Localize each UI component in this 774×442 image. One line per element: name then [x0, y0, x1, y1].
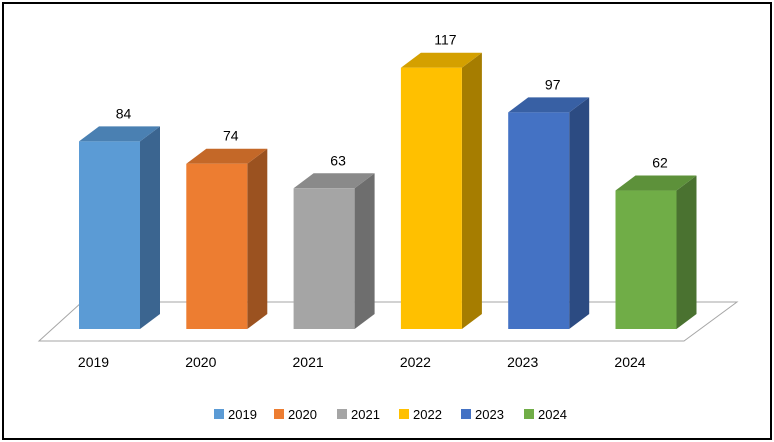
- data-label: 63: [330, 152, 346, 168]
- legend-swatch: [524, 409, 534, 419]
- legend-swatch: [337, 409, 347, 419]
- legend-item: 2024: [524, 407, 567, 422]
- x-tick-label: 2021: [293, 354, 324, 370]
- x-tick-label: 2020: [185, 354, 216, 370]
- bar-2023: [508, 97, 590, 329]
- legend-item: 2019: [214, 407, 257, 422]
- bar-side: [461, 52, 482, 329]
- legend-label: 2022: [413, 407, 442, 422]
- bar-top: [293, 173, 375, 189]
- legend-label: 2020: [288, 407, 317, 422]
- x-tick-label: 2023: [507, 354, 538, 370]
- legend-item: 2020: [274, 407, 317, 422]
- bar-2021: [293, 173, 375, 329]
- bar-2019: [79, 126, 160, 330]
- bar-2024: [615, 175, 697, 329]
- bar-side: [247, 148, 268, 329]
- bar-2022: [400, 52, 482, 329]
- legend-label: 2023: [475, 407, 504, 422]
- legend-label: 2021: [351, 407, 380, 422]
- bar-front: [400, 67, 462, 329]
- legend-swatch: [214, 409, 224, 419]
- bar-side: [354, 173, 375, 329]
- data-label: 97: [545, 76, 561, 92]
- bar-side: [140, 126, 160, 330]
- legend-swatch: [399, 409, 409, 419]
- data-label: 84: [116, 105, 132, 121]
- legend-swatch: [461, 409, 471, 419]
- bar-front: [615, 190, 677, 329]
- legend-label: 2019: [228, 407, 257, 422]
- data-label: 74: [223, 128, 239, 144]
- bar-front: [79, 141, 140, 329]
- bar-top: [79, 126, 160, 142]
- legend-swatch: [274, 409, 284, 419]
- x-tick-label: 2024: [614, 354, 645, 370]
- bar-front: [293, 188, 355, 329]
- bar-chart: 84 74 63 117 97 62 2019 2020 2021 2022 2023 2024 2…: [37, 32, 739, 422]
- bar-top: [508, 97, 590, 113]
- data-label: 62: [652, 155, 668, 171]
- x-tick-label: 2019: [78, 354, 109, 370]
- bars: [79, 52, 697, 330]
- bar-top: [400, 52, 482, 68]
- bar-top: [615, 175, 697, 191]
- bar-side: [569, 97, 590, 329]
- data-labels: 84 74 63 117 97 62: [116, 32, 668, 171]
- bar-2020: [186, 148, 268, 329]
- legend-label: 2024: [538, 407, 567, 422]
- legend-item: 2023: [461, 407, 504, 422]
- legend-item: 2021: [337, 407, 380, 422]
- data-label: 117: [434, 32, 457, 48]
- x-tick-label: 2022: [400, 354, 431, 370]
- legend-item: 2022: [399, 407, 442, 422]
- bar-side: [676, 175, 697, 329]
- legend: 2019 2020 2021 2022 2023 2024: [214, 407, 567, 422]
- bar-front: [186, 163, 248, 329]
- bar-front: [508, 112, 570, 329]
- x-axis-ticks: 2019 2020 2021 2022 2023 2024: [78, 354, 646, 370]
- bar-top: [186, 148, 268, 164]
